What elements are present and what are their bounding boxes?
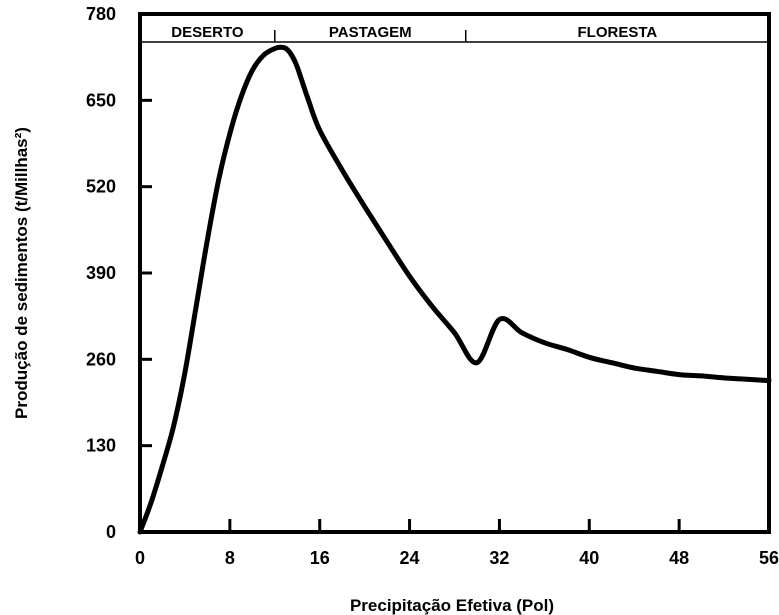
y-tick-label: 650 — [86, 90, 116, 110]
y-tick-label: 780 — [86, 4, 116, 24]
zone-label: FLORESTA — [578, 24, 658, 41]
x-tick-label: 48 — [669, 548, 689, 568]
y-axis-ticks: 0 130 260 390 520 650 780 — [86, 4, 152, 542]
y-tick-label: 520 — [86, 177, 116, 197]
y-tick-label: 260 — [86, 349, 116, 369]
x-tick-label: 56 — [759, 548, 779, 568]
y-tick-label: 0 — [106, 522, 116, 542]
x-tick-label: 24 — [400, 548, 420, 568]
y-tick-label: 130 — [86, 436, 116, 456]
x-tick-label: 16 — [310, 548, 330, 568]
y-axis-title: Produção de sedimentos (t/Millhas²) — [12, 127, 31, 419]
x-tick-label: 40 — [579, 548, 599, 568]
y-tick-label: 390 — [86, 263, 116, 283]
x-tick-label: 32 — [489, 548, 509, 568]
zone-label: DESERTO — [171, 24, 244, 41]
sediment-yield-curve — [137, 44, 772, 535]
plot-frame — [138, 12, 771, 534]
x-tick-label: 8 — [225, 548, 235, 568]
x-axis-ticks: 0 8 16 24 32 40 48 56 — [135, 519, 779, 568]
zone-labels: DESERTO PASTAGEM FLORESTA — [171, 24, 657, 42]
zone-label: PASTAGEM — [329, 24, 412, 41]
x-tick-label: 0 — [135, 548, 145, 568]
x-axis-title: Precipitação Efetiva (Pol) — [350, 596, 554, 615]
